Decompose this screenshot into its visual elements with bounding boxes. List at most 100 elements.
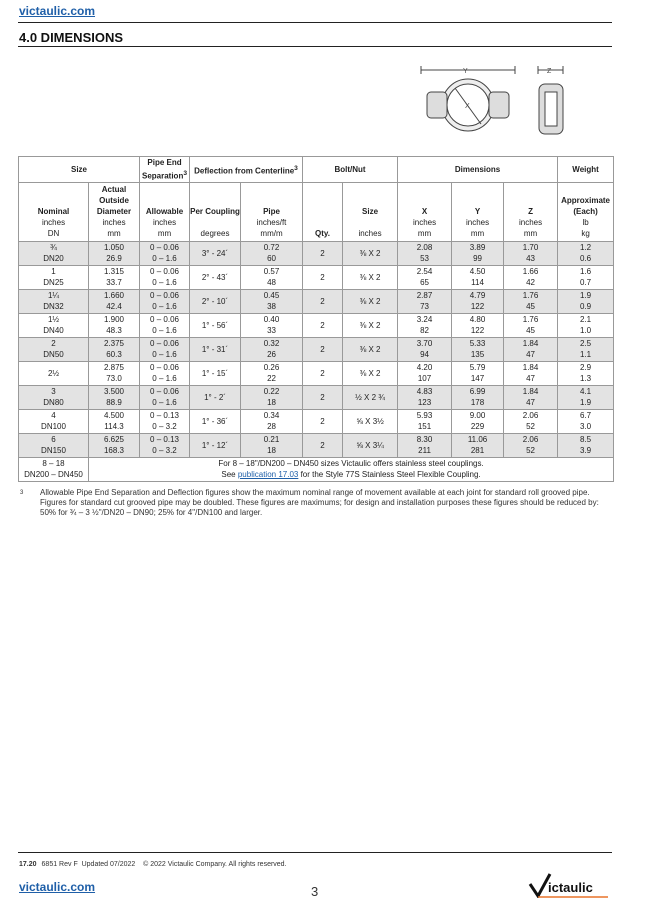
cell-x: 8.30 211: [397, 432, 453, 458]
cell-nom: 3 DN80: [18, 384, 89, 410]
cell-y: 5.79 147: [451, 360, 505, 386]
cell-bolt: ⅝ X 3½: [342, 408, 399, 434]
cell-nom: 2½: [18, 360, 89, 386]
cell-nom: ¾ DN20: [18, 240, 89, 266]
cell-pipe: 0.45 38: [240, 288, 304, 314]
column-header: Approximate (Each) lb kg: [557, 181, 615, 242]
svg-text:ictaulic: ictaulic: [548, 880, 593, 895]
footer-rule: [18, 852, 612, 853]
cell-bolt: ⅜ X 2: [342, 288, 399, 314]
cell-nom: 6 DN150: [18, 432, 89, 458]
cell-qty: 2: [302, 312, 344, 338]
cell-pipe: 0.22 18: [240, 384, 304, 410]
cell-bolt: ⅜ X 2: [342, 336, 399, 362]
group-separation: Pipe End Separation3: [139, 156, 191, 183]
table-row: 6 DN150 6.625 168.3 0 – 0.13 0 – 3.2 1° - 12´ 0…: [18, 432, 615, 458]
cell-z: 1.76 45: [503, 288, 559, 314]
cell-y: 3.89 99: [451, 240, 505, 266]
large-sizes-note: For 8 – 18"/DN200 – DN450 sizes Victauli…: [87, 456, 615, 482]
table-row: ¾ DN20 1.050 26.9 0 – 0.06 0 – 1.6 3° - 24´ 0.7…: [18, 240, 615, 266]
table-row: 1 DN25 1.315 33.7 0 – 0.06 0 – 1.6 2° - 43´ 0.5…: [18, 264, 615, 290]
cell-nom: 4 DN100: [18, 408, 89, 434]
cell-wt: 1.2 0.6: [557, 240, 615, 266]
table-row: 1¼ DN32 1.660 42.4 0 – 0.06 0 – 1.6 2° - 10´ 0.…: [18, 288, 615, 314]
group-bolt: Bolt/Nut: [302, 156, 399, 183]
cell-pipe: 0.26 22: [240, 360, 304, 386]
cell-pipe: 0.72 60: [240, 240, 304, 266]
cell-wt: 1.6 0.7: [557, 264, 615, 290]
column-header: Size inches: [342, 181, 399, 242]
cell-od: 4.500 114.3: [87, 408, 141, 434]
cell-nom: 8 – 18 DN200 – DN450: [18, 456, 89, 482]
cell-bolt: ½ X 2 ¾: [342, 384, 399, 410]
cell-x: 2.54 65: [397, 264, 453, 290]
header-rule: [18, 22, 612, 23]
cell-pipe: 0.40 33: [240, 312, 304, 338]
header-url-link[interactable]: victaulic.com: [19, 4, 96, 18]
cell-x: 4.83 123: [397, 384, 453, 410]
cell-x: 3.24 82: [397, 312, 453, 338]
cell-bolt: ⅜ X 2: [342, 360, 399, 386]
section-title: 4.0 DIMENSIONS: [19, 30, 124, 45]
cell-pipe: 0.57 48: [240, 264, 304, 290]
cell-x: 2.87 73: [397, 288, 453, 314]
table-row: 4 DN100 4.500 114.3 0 – 0.13 0 – 3.2 1° - 36´ 0…: [18, 408, 615, 434]
group-deflection: Deflection from Centerline3: [189, 156, 304, 183]
cell-defl: 1° - 56´: [189, 312, 242, 338]
cell-od: 2.875 73.0: [87, 360, 141, 386]
dimensions-table: Size Pipe End Separation3 Deflection fro…: [17, 156, 615, 482]
cell-nom: 1½ DN40: [18, 312, 89, 338]
cell-y: 6.99 178: [451, 384, 505, 410]
cell-defl: 1° - 36´: [189, 408, 242, 434]
cell-z: 1.66 42: [503, 264, 559, 290]
diagram-label-y: Y: [463, 68, 468, 75]
cell-wt: 1.9 0.9: [557, 288, 615, 314]
footnote: 3 Allowable Pipe End Separation and Defle…: [20, 488, 599, 517]
cell-y: 5.33 135: [451, 336, 505, 362]
cell-y: 4.50 114: [451, 264, 505, 290]
cell-qty: 2: [302, 432, 344, 458]
footer-url-link[interactable]: victaulic.com: [19, 880, 96, 894]
cell-z: 1.76 45: [503, 312, 559, 338]
cell-sep: 0 – 0.06 0 – 1.6: [139, 264, 191, 290]
cell-sep: 0 – 0.06 0 – 1.6: [139, 288, 191, 314]
cell-qty: 2: [302, 336, 344, 362]
cell-y: 11.06 281: [451, 432, 505, 458]
cell-qty: 2: [302, 408, 344, 434]
cell-defl: 2° - 10´: [189, 288, 242, 314]
column-header: Per Coupling degrees: [189, 181, 242, 242]
cell-sep: 0 – 0.06 0 – 1.6: [139, 336, 191, 362]
cell-sep: 0 – 0.06 0 – 1.6: [139, 360, 191, 386]
cell-defl: 2° - 43´: [189, 264, 242, 290]
publication-link[interactable]: publication 17.03: [237, 470, 299, 480]
cell-wt: 4.1 1.9: [557, 384, 615, 410]
diagram-label-z: Z: [547, 68, 552, 75]
cell-y: 9.00 229: [451, 408, 505, 434]
cell-od: 1.315 33.7: [87, 264, 141, 290]
cell-wt: 6.7 3.0: [557, 408, 615, 434]
cell-z: 2.06 52: [503, 408, 559, 434]
cell-wt: 2.1 1.0: [557, 312, 615, 338]
cell-od: 6.625 168.3: [87, 432, 141, 458]
cell-defl: 1° - 2´: [189, 384, 242, 410]
cell-od: 2.375 60.3: [87, 336, 141, 362]
diagram-label-x: X: [465, 103, 470, 110]
cell-nom: 1 DN25: [18, 264, 89, 290]
cell-bolt: ⅝ X 3¼: [342, 432, 399, 458]
table-row: 1½ DN40 1.900 48.3 0 – 0.06 0 – 1.6 1° - 56´ 0.…: [18, 312, 615, 338]
title-rule: [18, 46, 612, 47]
cell-y: 4.79 122: [451, 288, 505, 314]
cell-z: 1.84 47: [503, 360, 559, 386]
group-weight: Weight: [557, 156, 615, 183]
column-header: Allowable inches mm: [139, 181, 191, 242]
cell-od: 1.900 48.3: [87, 312, 141, 338]
table-row-large-sizes: 8 – 18 DN200 – DN450 For 8 – 18"/DN200 – D…: [18, 456, 615, 482]
cell-x: 2.08 53: [397, 240, 453, 266]
cell-nom: 2 DN50: [18, 336, 89, 362]
cell-od: 3.500 88.9: [87, 384, 141, 410]
column-header: Actual Outside Diameter inches mm: [87, 181, 141, 242]
cell-z: 1.84 47: [503, 384, 559, 410]
